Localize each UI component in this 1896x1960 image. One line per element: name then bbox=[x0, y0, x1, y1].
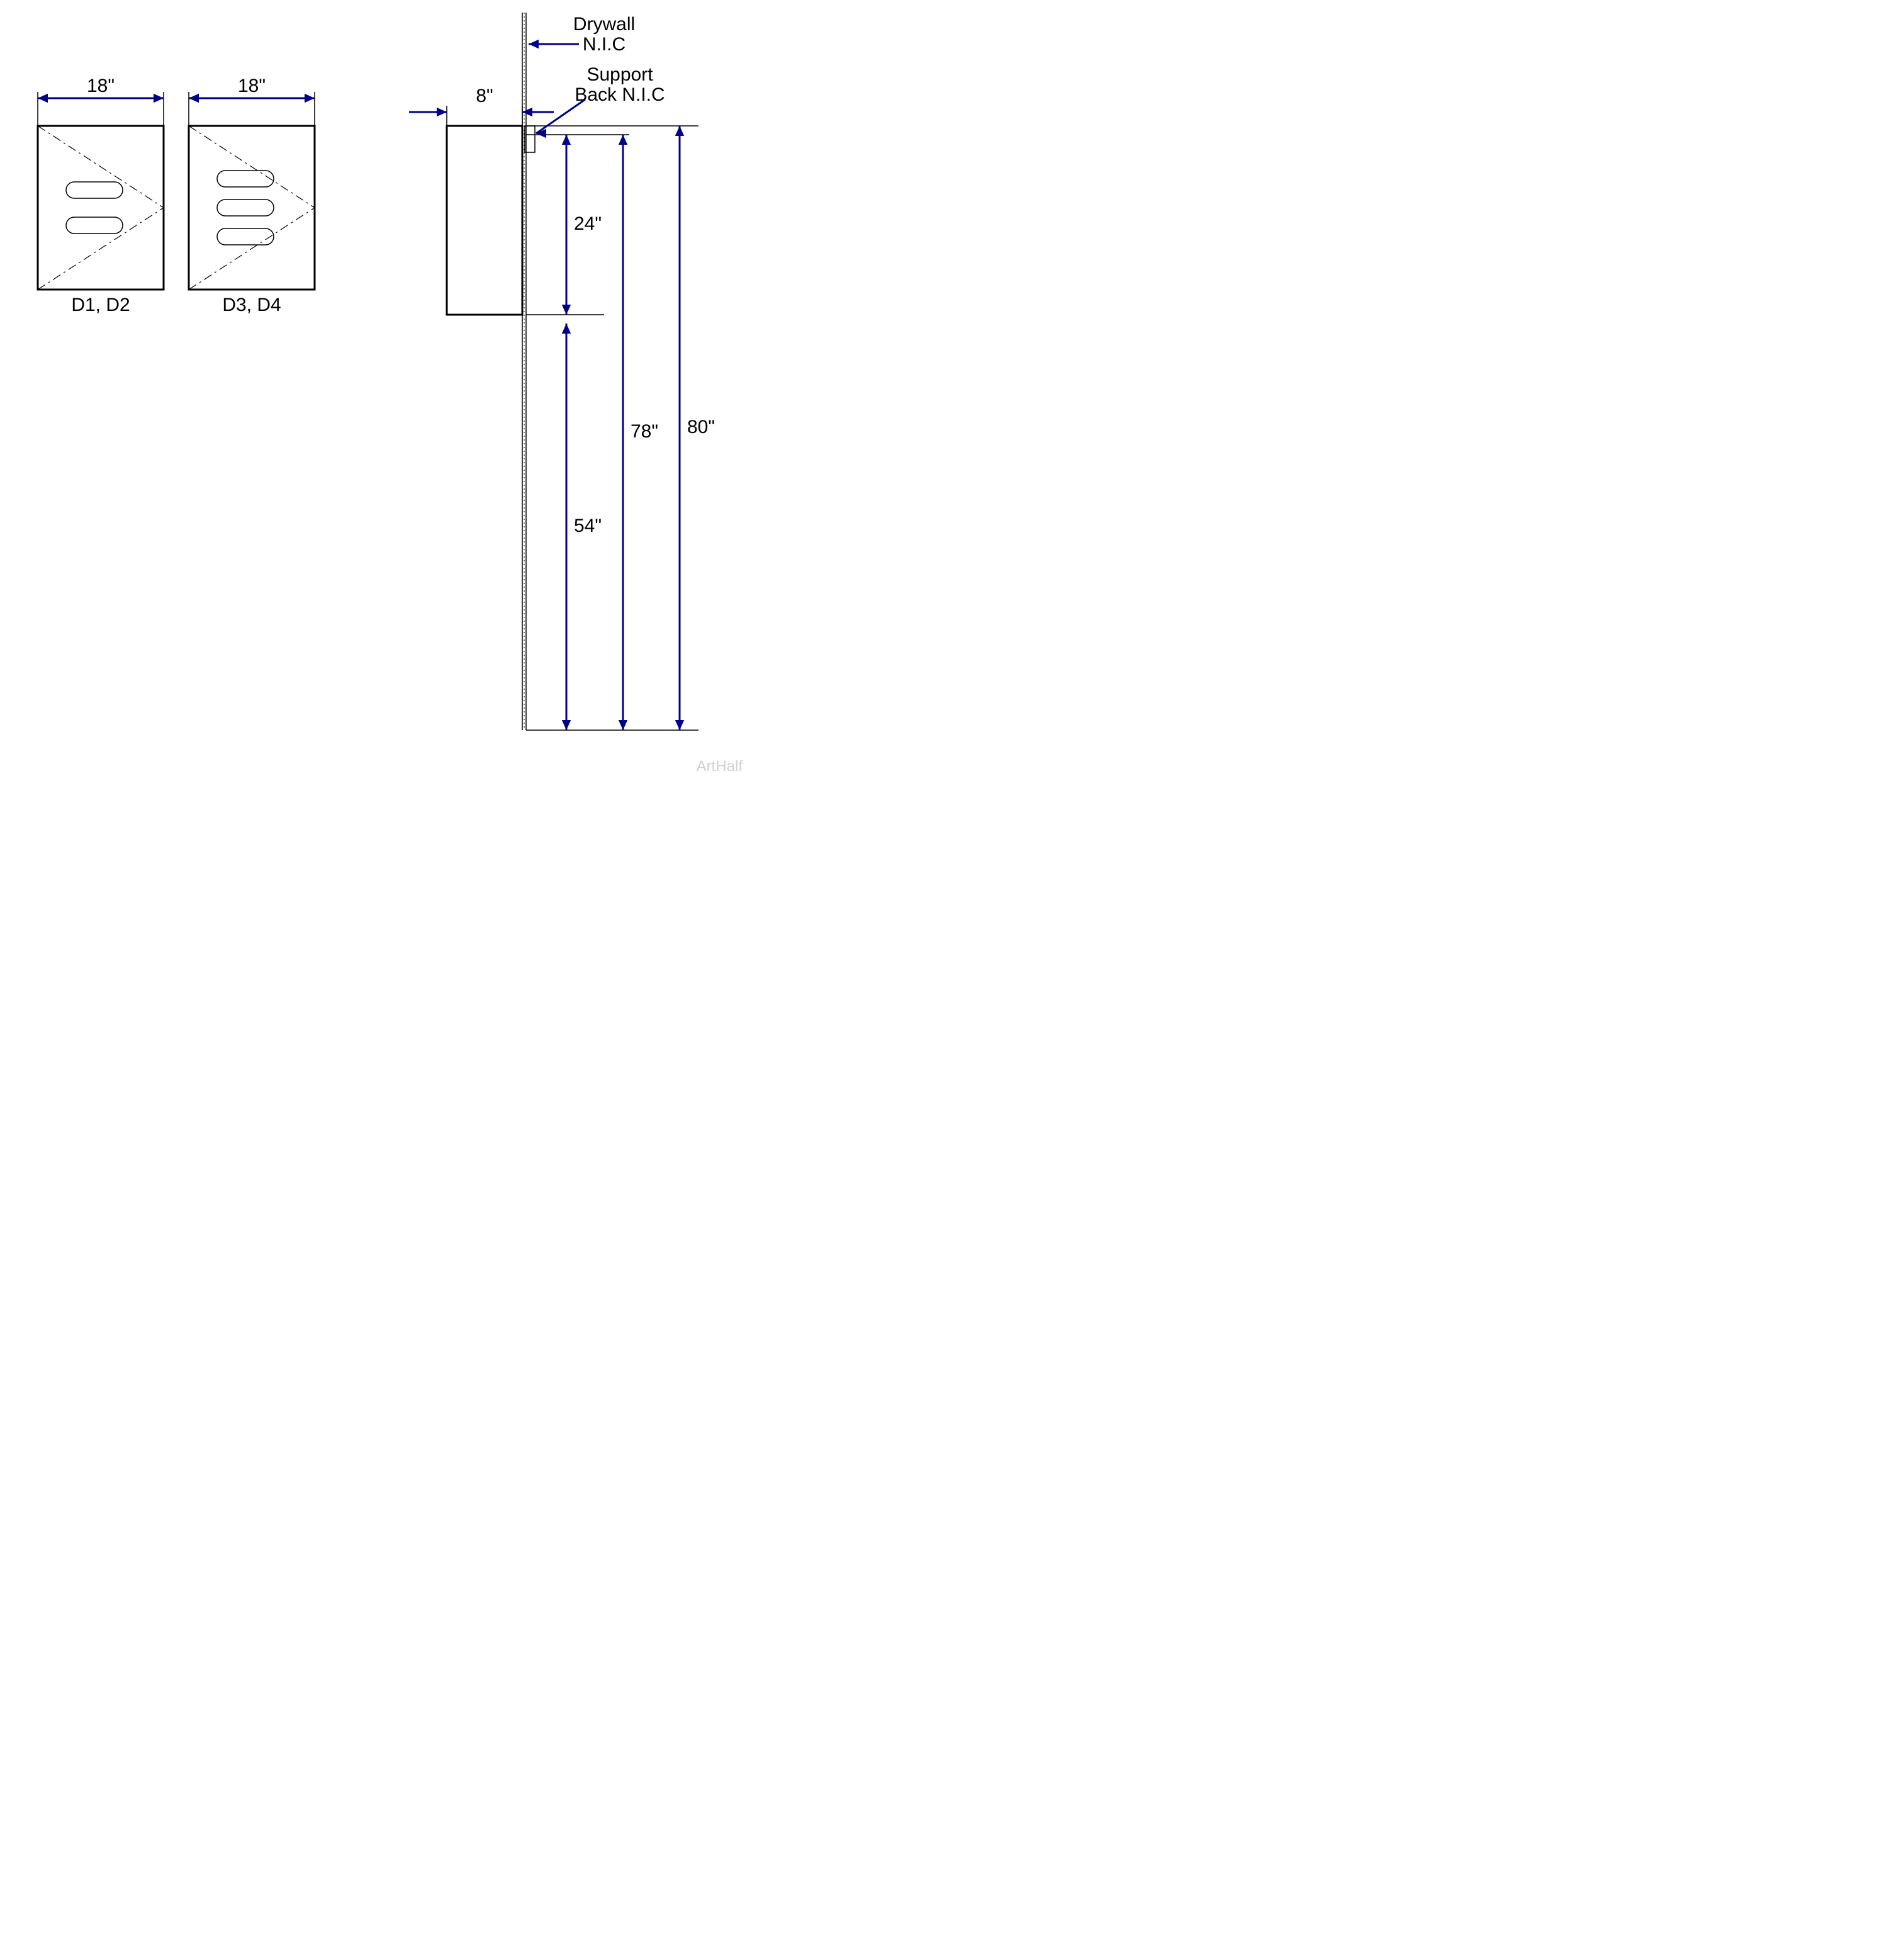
slot bbox=[217, 228, 274, 245]
watermark: ArtHalf bbox=[697, 758, 743, 775]
width-dim-label: 18" bbox=[238, 76, 266, 96]
dim-78-label: 78" bbox=[631, 421, 658, 442]
width-dim-label: 18" bbox=[87, 76, 115, 96]
panel-label: D1, D2 bbox=[71, 295, 130, 315]
slot bbox=[66, 182, 123, 198]
dim-54-label: 54" bbox=[574, 515, 602, 536]
support-label-1: Support bbox=[586, 64, 653, 85]
dim-24-label: 24" bbox=[574, 213, 602, 234]
panel-outline bbox=[38, 126, 164, 290]
panel-outline bbox=[189, 126, 315, 290]
depth-dim-label: 8" bbox=[476, 86, 493, 106]
drywall-label-2: N.I.C bbox=[583, 34, 625, 55]
slot bbox=[66, 217, 123, 234]
dim-80-label: 80" bbox=[687, 417, 715, 437]
panel-label: D3, D4 bbox=[222, 295, 281, 315]
drywall-label-1: Drywall bbox=[573, 14, 635, 35]
slot bbox=[217, 200, 274, 216]
support-leader bbox=[536, 99, 585, 133]
drawing-canvas: D1, D2 18" D3, D4 18" 8" DrywallN.I.C SupportB… bbox=[0, 0, 755, 780]
slot bbox=[217, 171, 274, 187]
support-label-2: Back N.I.C bbox=[575, 84, 665, 105]
cabinet-side bbox=[447, 126, 522, 315]
